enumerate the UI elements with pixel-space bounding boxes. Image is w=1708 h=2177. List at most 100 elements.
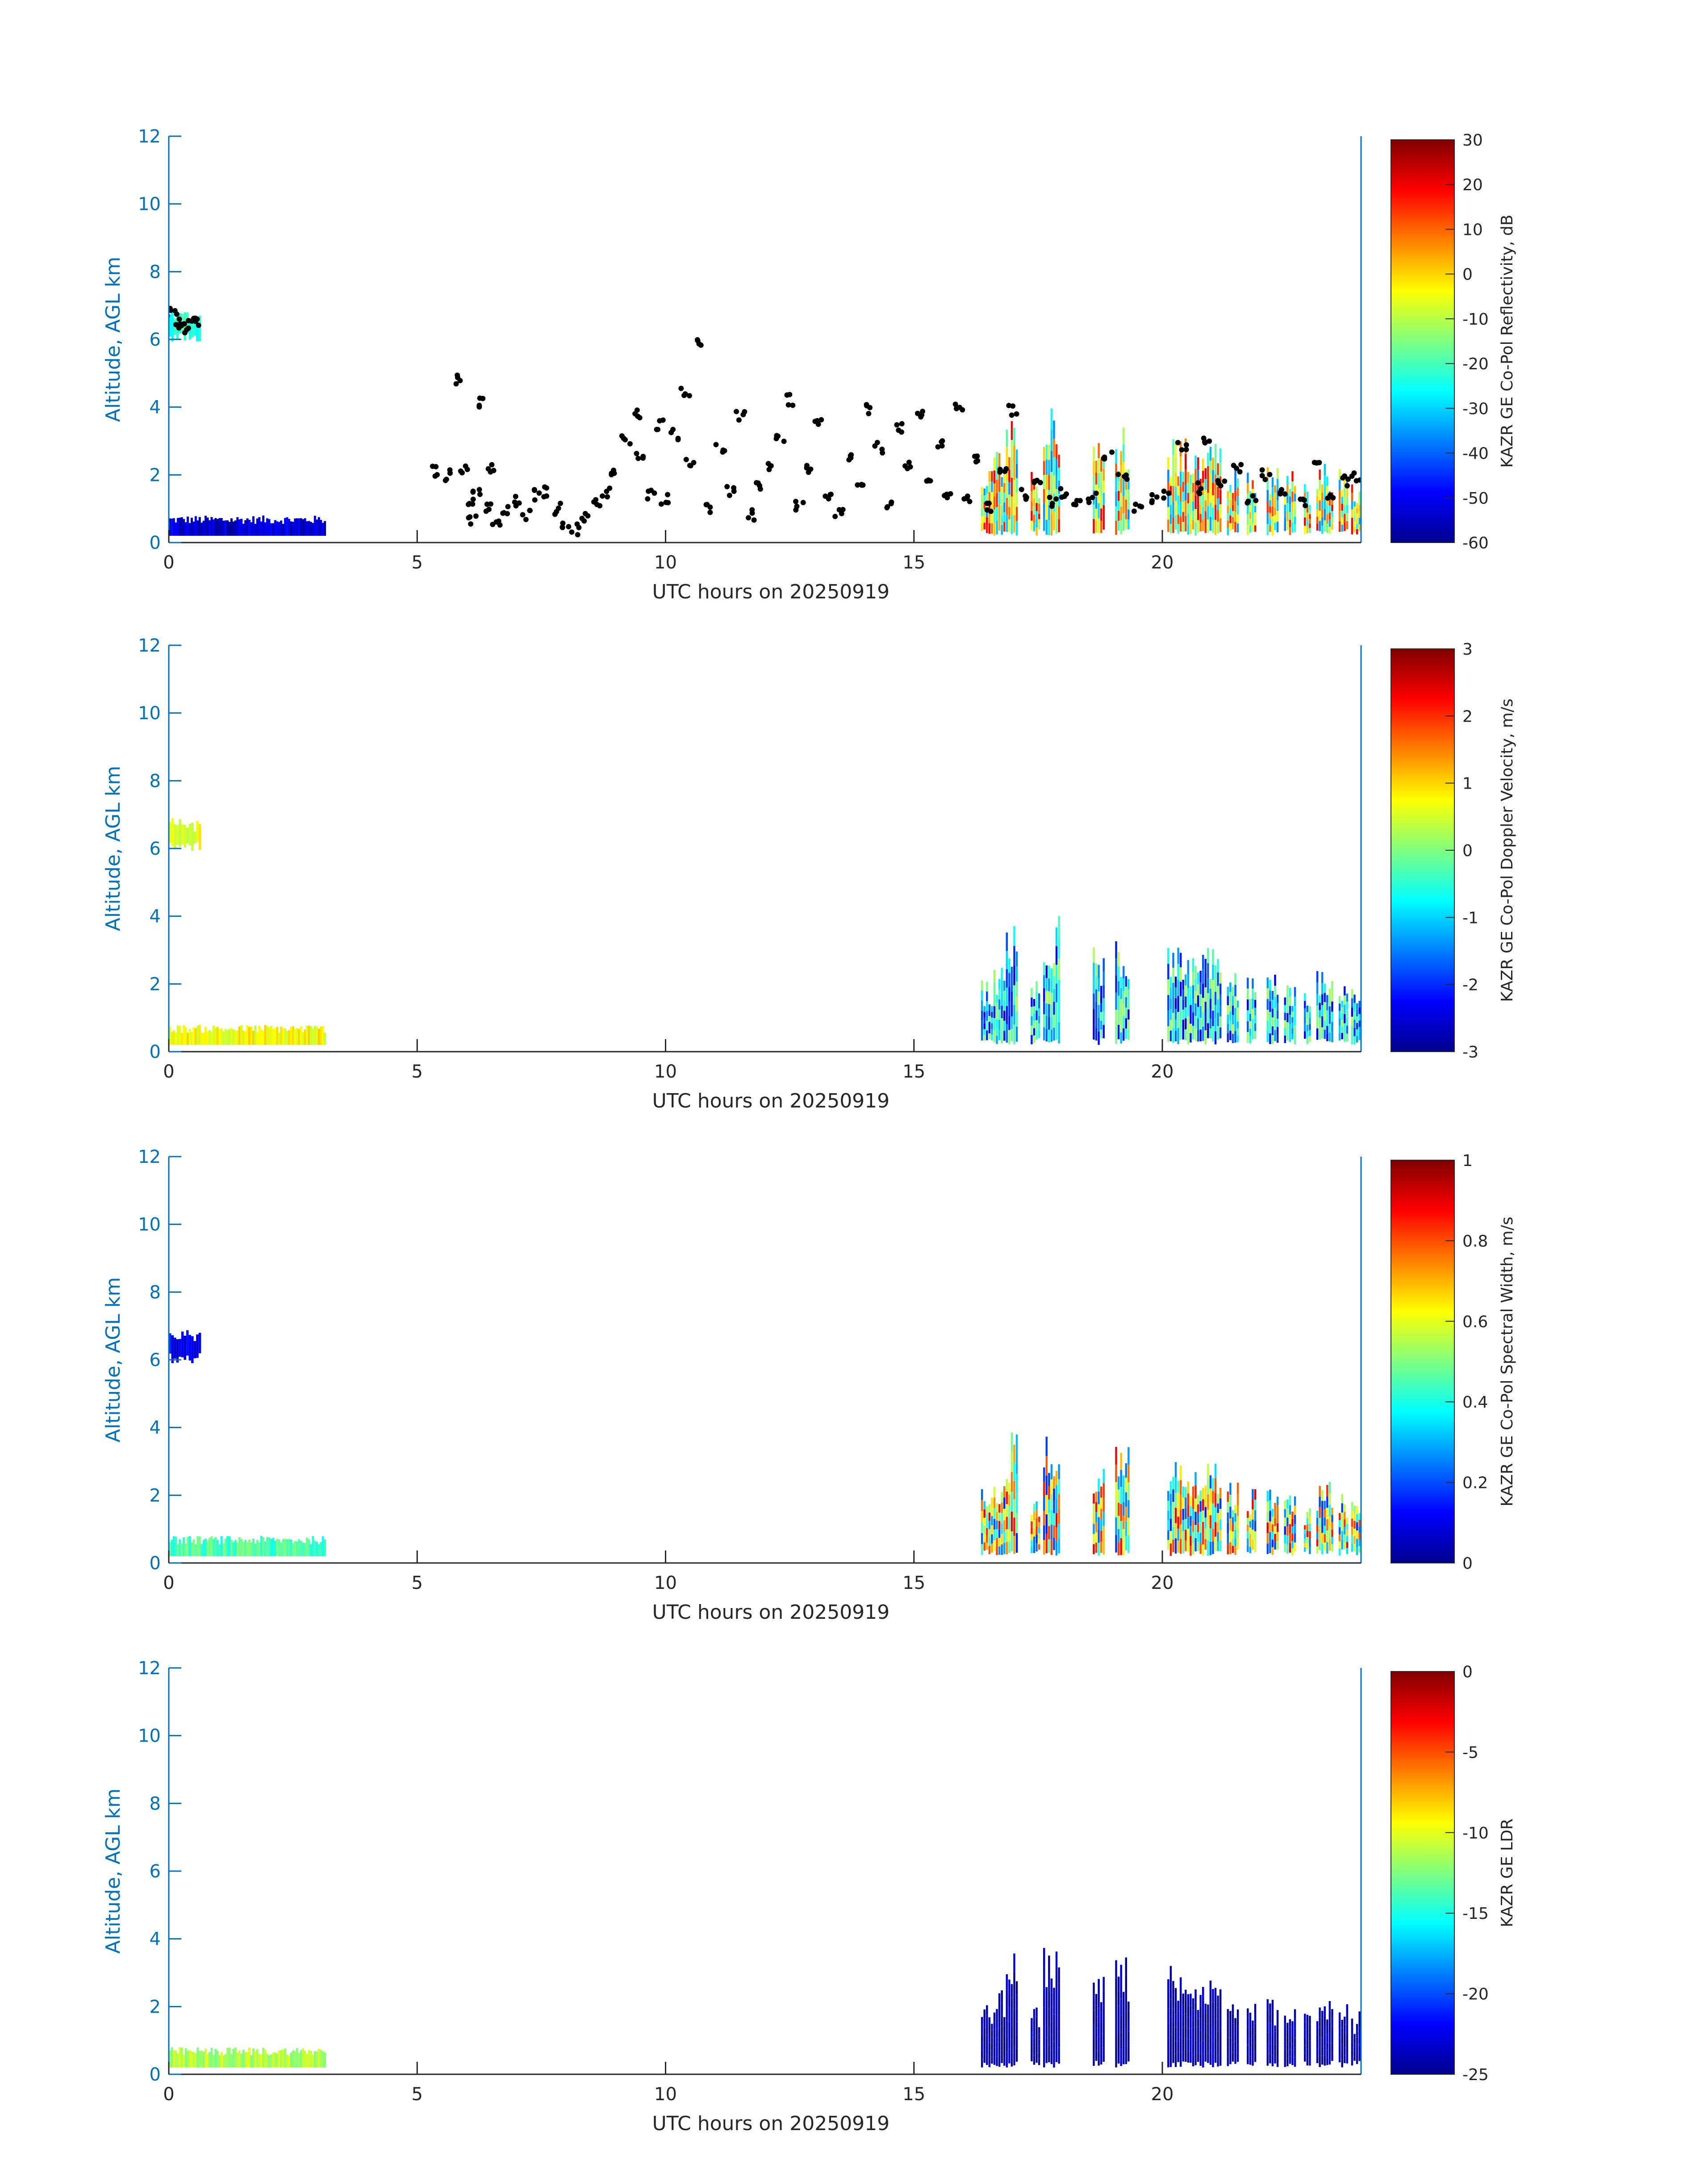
echo-cell xyxy=(1055,1002,1058,1021)
echo-cell xyxy=(998,1529,1001,1538)
echo-cell xyxy=(1194,2040,1197,2053)
echo-cell xyxy=(1236,514,1239,524)
echo-cell xyxy=(991,1534,993,1544)
echo-cell xyxy=(1219,972,1222,984)
echo-cell xyxy=(1095,1002,1098,1015)
echo-cell xyxy=(1344,497,1346,506)
echo-cell xyxy=(1015,449,1018,464)
echo-cell xyxy=(1234,1008,1236,1020)
echo-cell xyxy=(1187,1529,1190,1541)
scatter-point xyxy=(768,463,773,469)
echo-cell xyxy=(1249,2030,1252,2039)
scatter-point xyxy=(1019,487,1024,493)
echo-cell xyxy=(1204,2052,1207,2062)
echo-cell xyxy=(1291,2021,1294,2029)
echo-cell xyxy=(998,1521,1001,1529)
echo-cell xyxy=(1331,1001,1333,1012)
echo-cell xyxy=(1045,1003,1048,1016)
echo-cell xyxy=(179,1026,181,1045)
scatter-point xyxy=(476,487,482,493)
colorbar-tick-label: -50 xyxy=(1462,489,1489,508)
echo-cell xyxy=(193,1341,196,1358)
echo-cell xyxy=(1229,992,1232,1002)
echo-cell xyxy=(981,1000,983,1011)
echo-cell xyxy=(1284,2015,1286,2024)
echo-cell xyxy=(1177,948,1179,964)
echo-cell xyxy=(1269,1500,1271,1511)
echo-cell xyxy=(1177,505,1179,515)
scatter-point xyxy=(544,493,550,499)
echo-cell xyxy=(1353,2047,1356,2052)
echo-cell xyxy=(1321,2047,1324,2056)
echo-cell xyxy=(998,2018,1001,2030)
echo-cell xyxy=(1249,1540,1252,1547)
echo-cell xyxy=(191,1336,194,1363)
echo-cell xyxy=(1053,420,1055,439)
echo-cell xyxy=(983,522,986,530)
echo-cell xyxy=(1229,2055,1232,2064)
echo-cell xyxy=(224,1028,227,1045)
echo-cell xyxy=(1013,463,1015,481)
echo-cell xyxy=(172,1030,175,1045)
echo-cell xyxy=(244,2052,247,2068)
scatter-point xyxy=(597,503,603,509)
echo-cell xyxy=(1194,991,1197,1003)
echo-cell xyxy=(1306,1524,1309,1531)
y-tick-label: 4 xyxy=(150,1929,161,1950)
x-tick-label: 20 xyxy=(1151,1573,1174,1593)
echo-cell xyxy=(1351,1007,1353,1017)
echo-cell xyxy=(1185,2002,1187,2014)
echo-cell xyxy=(1284,2024,1286,2033)
echo-cell xyxy=(1038,1544,1040,1550)
echo-cell xyxy=(1356,2024,1358,2031)
echo-cell xyxy=(1185,485,1187,501)
echo-cell xyxy=(1324,993,1326,1002)
echo-cell xyxy=(1249,512,1252,519)
echo-cell xyxy=(1120,1521,1122,1538)
echo-cell xyxy=(284,2048,287,2068)
echo-cell xyxy=(1276,2057,1279,2067)
echo-cell xyxy=(1120,1964,1122,1982)
echo-cell xyxy=(1331,505,1333,511)
echo-cell xyxy=(1358,1539,1361,1546)
echo-cell xyxy=(1117,501,1120,511)
colorbar-tick-label: -15 xyxy=(1462,1905,1489,1923)
echo-cell xyxy=(214,518,217,536)
echo-cell xyxy=(1102,1483,1105,1498)
echo-cell xyxy=(1331,511,1333,518)
echo-cell xyxy=(1053,1476,1055,1489)
echo-cell xyxy=(1006,1024,1008,1043)
echo-cell xyxy=(1100,1012,1102,1021)
echo-cell xyxy=(998,1020,1001,1030)
echo-cell xyxy=(1346,2014,1349,2024)
echo-cell xyxy=(198,315,201,342)
echo-cell xyxy=(1212,482,1214,495)
echo-cell xyxy=(1006,2005,1008,2021)
echo-cell xyxy=(1172,1514,1174,1527)
echo-cell xyxy=(1167,1011,1169,1027)
echo-cell xyxy=(1271,487,1274,497)
echo-cell xyxy=(1304,2022,1306,2030)
echo-cell xyxy=(1015,1434,1018,1454)
echo-cell xyxy=(1227,1033,1229,1042)
echo-cell xyxy=(1179,996,1182,1011)
echo-cell xyxy=(1353,1521,1356,1529)
echo-cell xyxy=(1038,2033,1040,2040)
echo-cell xyxy=(1254,1007,1257,1015)
echo-cell xyxy=(1338,500,1341,511)
echo-cell xyxy=(1095,1522,1098,1533)
echo-cell xyxy=(1167,948,1169,964)
echo-cell xyxy=(1219,2027,1222,2040)
echo-cell xyxy=(1358,1033,1361,1040)
scatter-point xyxy=(781,439,787,444)
scatter-point xyxy=(1349,473,1355,479)
scatter-point xyxy=(657,418,663,424)
echo-cell xyxy=(1358,1001,1361,1007)
echo-cell xyxy=(1172,1539,1174,1552)
echo-cell xyxy=(1341,1503,1343,1513)
echo-cell xyxy=(996,521,998,535)
echo-cell xyxy=(1219,518,1222,532)
echo-cell xyxy=(1128,989,1130,999)
echo-cell xyxy=(1319,1529,1321,1540)
